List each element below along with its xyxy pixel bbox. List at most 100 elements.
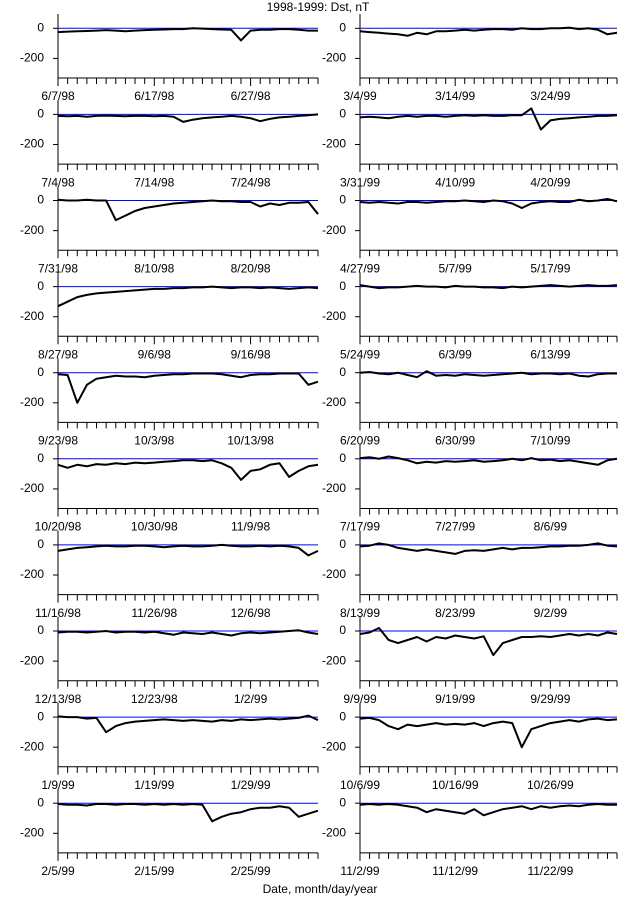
y-tick-label: -200: [20, 309, 44, 323]
x-tick-label: 5/24/99: [340, 347, 380, 361]
x-tick-label: 6/3/99: [438, 347, 472, 361]
y-tick-label: 0: [37, 365, 44, 379]
x-tick-label: 10/26/99: [527, 778, 574, 792]
x-tick-label: 3/14/99: [435, 89, 475, 103]
x-tick-label: 11/2/99: [340, 864, 379, 878]
y-tick-label: 0: [37, 623, 44, 637]
x-tick-label: 6/20/99: [340, 434, 380, 448]
x-tick-label: 7/31/98: [38, 261, 78, 275]
x-tick-label: 9/2/99: [534, 606, 568, 620]
x-tick-label: 7/14/98: [134, 175, 174, 189]
x-tick-label: 3/31/99: [340, 175, 380, 189]
x-tick-label: 3/4/99: [343, 89, 377, 103]
data-line: [359, 107, 618, 131]
y-tick-label: 0: [339, 20, 346, 34]
x-tick-label: 1/19/99: [134, 778, 174, 792]
data-line: [57, 629, 319, 637]
x-tick-label: 11/22/99: [527, 864, 573, 878]
data-line: [359, 26, 618, 37]
x-tick-label: 12/13/98: [35, 692, 82, 706]
x-tick-label: 6/30/99: [435, 434, 475, 448]
y-tick-label: -200: [20, 395, 44, 409]
y-tick-label: 0: [339, 193, 346, 207]
x-tick-label: 11/12/99: [432, 864, 478, 878]
y-tick-label: -200: [322, 137, 346, 151]
x-tick-label: 7/24/98: [231, 175, 271, 189]
x-tick-label: 6/7/98: [41, 89, 75, 103]
data-line: [57, 198, 319, 222]
data-line: [359, 284, 618, 290]
data-line: [359, 803, 617, 817]
x-tick-label: 7/17/99: [340, 520, 380, 534]
x-tick-label: 10/30/98: [131, 520, 178, 534]
x-tick-label: 6/13/99: [530, 347, 570, 361]
y-tick-label: -200: [20, 223, 44, 237]
data-line: [57, 459, 319, 481]
x-tick-label: 7/4/98: [41, 175, 75, 189]
x-tick-label: 4/27/99: [340, 261, 380, 275]
x-axis-label: Date, month/day/year: [263, 882, 378, 896]
y-tick-label: -200: [20, 825, 44, 839]
data-line: [359, 627, 618, 657]
y-tick-label: -200: [322, 567, 346, 581]
x-tick-label: 8/27/98: [38, 347, 78, 361]
x-tick-label: 2/25/99: [231, 864, 271, 878]
data-line: [359, 542, 618, 555]
x-tick-label: 10/3/98: [134, 434, 174, 448]
x-tick-label: 1/29/99: [231, 778, 271, 792]
y-tick-label: 0: [339, 107, 346, 121]
x-tick-label: 6/17/98: [134, 89, 174, 103]
y-tick-label: -200: [322, 395, 346, 409]
x-tick-label: 11/26/98: [131, 606, 177, 620]
y-tick-label: 0: [37, 537, 44, 551]
y-tick-label: -200: [322, 309, 346, 323]
data-line: [57, 27, 318, 42]
x-tick-label: 10/13/98: [227, 434, 274, 448]
x-tick-label: 1/2/99: [234, 692, 268, 706]
y-tick-label: 0: [339, 451, 346, 465]
x-tick-label: 8/20/98: [231, 261, 271, 275]
x-tick-label: 8/13/99: [340, 606, 380, 620]
x-tick-label: 4/10/99: [435, 175, 475, 189]
y-tick-label: 0: [339, 795, 346, 809]
y-tick-label: 0: [339, 365, 346, 379]
data-line: [57, 803, 319, 823]
y-tick-label: -200: [322, 481, 346, 495]
y-tick-label: 0: [339, 279, 346, 293]
x-tick-label: 3/24/99: [530, 89, 570, 103]
x-tick-label: 10/20/98: [35, 520, 82, 534]
data-line: [359, 198, 618, 209]
data-line: [57, 113, 319, 123]
x-tick-label: 9/19/99: [435, 692, 475, 706]
y-tick-label: 0: [37, 193, 44, 207]
data-line: [57, 714, 319, 734]
y-tick-label: -200: [322, 653, 346, 667]
data-line: [57, 543, 319, 557]
chart-title: 1998-1999: Dst, nT: [267, 0, 370, 14]
y-tick-label: -200: [322, 223, 346, 237]
data-line: [57, 285, 319, 308]
x-tick-label: 9/6/98: [138, 347, 172, 361]
x-tick-label: 6/27/98: [231, 89, 271, 103]
data-line: [359, 455, 618, 466]
y-tick-label: -200: [20, 567, 44, 581]
x-tick-label: 2/15/99: [134, 864, 174, 878]
x-tick-label: 12/6/98: [231, 606, 271, 620]
x-tick-label: 4/20/99: [530, 175, 570, 189]
x-tick-label: 8/23/99: [435, 606, 475, 620]
y-tick-label: 0: [37, 451, 44, 465]
x-tick-label: 8/6/99: [534, 520, 568, 534]
y-tick-label: -200: [20, 653, 44, 667]
x-tick-label: 5/17/99: [530, 261, 570, 275]
y-tick-label: 0: [37, 709, 44, 723]
x-tick-label: 5/7/99: [438, 261, 472, 275]
y-tick-label: 0: [37, 20, 44, 34]
x-tick-label: 12/23/98: [131, 692, 178, 706]
x-tick-label: 1/9/99: [41, 778, 75, 792]
y-tick-label: -200: [322, 51, 346, 65]
y-tick-label: 0: [339, 709, 346, 723]
y-tick-label: 0: [339, 537, 346, 551]
x-tick-label: 2/5/99: [41, 864, 75, 878]
